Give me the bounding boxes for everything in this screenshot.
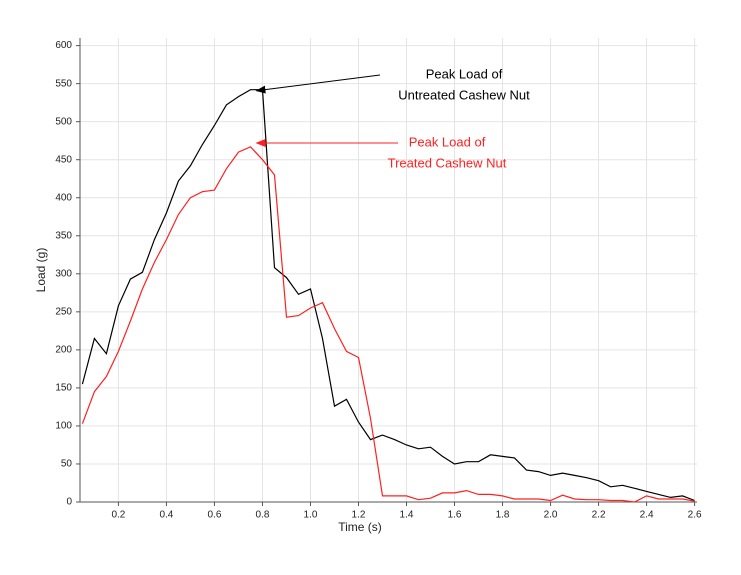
line-series [81, 146, 695, 503]
x-tick-label: 1.4 [400, 510, 414, 521]
annotation-text: Peak Load of [426, 66, 503, 81]
y-tick-label: 500 [55, 116, 72, 127]
annotation-arrow [255, 74, 381, 94]
x-tick-label: 2.4 [640, 510, 654, 521]
y-tick-label: 600 [55, 40, 72, 51]
x-tick-label: 1.6 [448, 510, 462, 521]
y-axis-label: Load (g) [34, 248, 48, 293]
x-tick-label: 0.2 [111, 510, 125, 521]
y-tick-label: 350 [55, 230, 72, 241]
y-tick-label: 450 [55, 154, 72, 165]
x-tick-label: 2.6 [688, 510, 702, 521]
annotation-text: Peak Load of [409, 134, 486, 149]
y-tick-label: 100 [55, 421, 72, 432]
x-tick-label: 1.0 [304, 510, 318, 521]
line-series [81, 89, 695, 502]
annotation-text: Untreated Cashew Nut [398, 87, 530, 102]
y-tick-label: 0 [66, 497, 72, 508]
annotation-text: Treated Cashew Nut [388, 155, 507, 170]
x-tick-label: 2.0 [544, 510, 558, 521]
y-tick-label: 50 [61, 459, 73, 470]
y-tick-label: 550 [55, 78, 72, 89]
x-tick-label: 0.4 [159, 510, 173, 521]
x-tick-label: 1.8 [496, 510, 510, 521]
y-tick-label: 150 [55, 383, 72, 394]
y-tick-label: 400 [55, 192, 72, 203]
x-axis-label: Time (s) [338, 520, 382, 534]
x-tick-label: 0.8 [256, 510, 270, 521]
x-tick-label: 2.2 [592, 510, 606, 521]
y-tick-label: 300 [55, 268, 72, 279]
y-tick-label: 250 [55, 306, 72, 317]
x-tick-label: 0.6 [207, 510, 221, 521]
y-tick-label: 200 [55, 345, 72, 356]
x-tick-label: 1.2 [352, 510, 366, 521]
